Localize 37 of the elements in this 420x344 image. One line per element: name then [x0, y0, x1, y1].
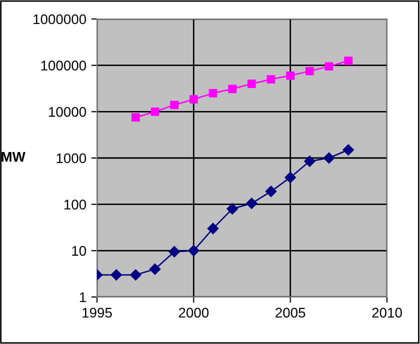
y-tick-label: 10000 — [49, 107, 86, 117]
point — [344, 56, 352, 66]
y-tick-label: 100000 — [41, 60, 86, 71]
y-axis-title: MW — [2, 152, 26, 162]
point — [286, 71, 294, 80]
x-tick-label: 2000 — [178, 308, 209, 318]
y-tick-label: 10 — [72, 246, 86, 256]
y-tick-label: 1 — [80, 292, 86, 302]
point — [284, 172, 296, 184]
point — [226, 203, 238, 214]
point — [190, 95, 198, 104]
point — [170, 100, 178, 110]
point — [246, 198, 258, 209]
point — [324, 62, 334, 71]
point — [149, 264, 161, 275]
point — [110, 269, 122, 280]
point — [188, 245, 200, 256]
point — [248, 80, 256, 88]
y-tick-label: 100 — [64, 200, 86, 210]
x-tick-label: 2005 — [276, 308, 306, 318]
point — [306, 66, 314, 76]
point — [130, 269, 142, 280]
point — [168, 246, 180, 258]
point — [342, 144, 354, 156]
x-tick-label: 2010 — [372, 308, 402, 318]
point — [208, 89, 218, 98]
point — [228, 84, 236, 94]
point — [323, 152, 335, 164]
point — [266, 75, 276, 84]
point — [304, 156, 316, 167]
x-tick-label: 1995 — [82, 308, 112, 318]
point — [265, 186, 277, 198]
y-tick-label: 1000000 — [34, 14, 86, 24]
point — [132, 113, 140, 122]
point — [150, 108, 160, 116]
y-tick-label: 1000 — [56, 153, 86, 164]
point — [207, 222, 219, 234]
